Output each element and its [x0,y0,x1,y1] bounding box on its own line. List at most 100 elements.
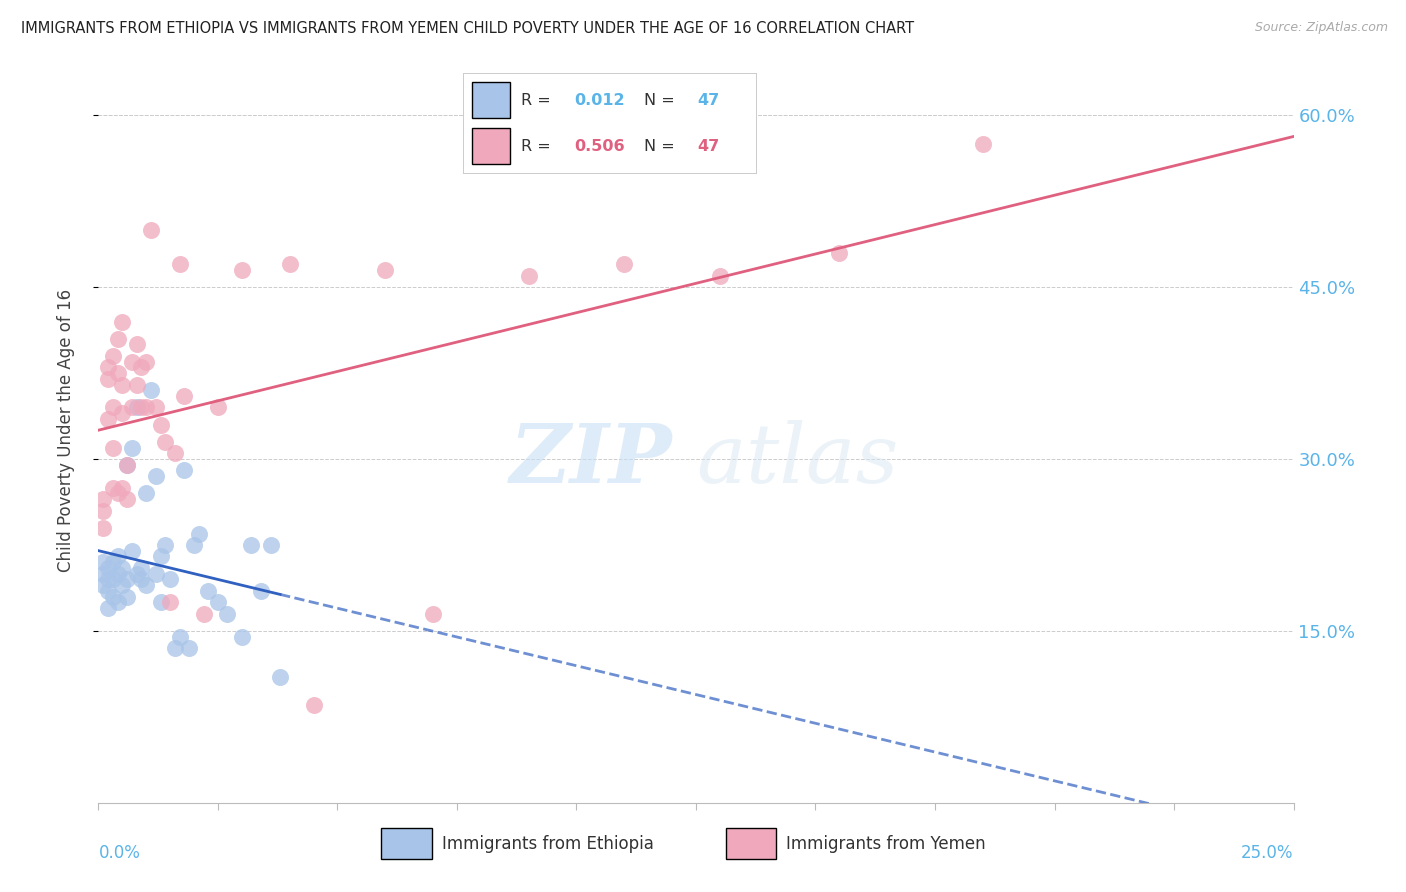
Text: ZIP: ZIP [509,420,672,500]
Point [97,583,120,598]
Point [709,268,731,283]
Point [302,698,325,713]
Point [111,406,134,420]
Point [131,573,153,587]
Point [259,538,281,552]
Point [111,377,134,392]
Point [101,401,124,415]
Point [121,401,143,415]
Point [179,641,201,656]
Point [149,417,172,432]
Point [97,573,120,587]
Point [139,223,162,237]
Point [111,578,134,592]
Point [193,607,215,621]
Point [115,458,138,472]
Point [101,481,124,495]
Point [269,670,291,684]
Point [111,561,134,575]
Point [101,349,124,363]
Point [517,268,540,283]
Point [135,486,157,500]
Point [107,366,129,380]
Point [159,573,181,587]
Point [145,401,167,415]
Point [240,538,263,552]
Point [121,354,143,368]
Point [101,590,124,604]
Point [115,573,138,587]
Point [217,607,239,621]
Point [231,630,253,644]
Point [121,543,143,558]
Point [115,590,138,604]
Point [91,492,114,507]
Point [135,578,157,592]
Text: Source: ZipAtlas.com: Source: ZipAtlas.com [1254,21,1388,34]
Point [107,486,129,500]
Point [107,566,129,581]
Point [121,441,143,455]
Point [101,573,124,587]
Point [159,595,181,609]
Point [97,412,120,426]
Point [163,446,186,460]
Point [972,136,994,151]
Point [107,549,129,564]
Y-axis label: Child Poverty Under the Age of 16: Child Poverty Under the Age of 16 [56,289,75,572]
Point [91,566,114,581]
Point [139,384,162,398]
Point [91,578,114,592]
Point [173,389,195,403]
Point [250,583,273,598]
Point [115,492,138,507]
Point [135,401,157,415]
Point [169,630,191,644]
Point [111,481,134,495]
Point [97,601,120,615]
Point [231,263,253,277]
Point [207,595,229,609]
Point [131,561,153,575]
Point [135,354,157,368]
Point [111,314,134,328]
Point [107,332,129,346]
Point [97,372,120,386]
Point [91,503,114,517]
Point [422,607,444,621]
Point [169,257,191,271]
Text: IMMIGRANTS FROM ETHIOPIA VS IMMIGRANTS FROM YEMEN CHILD POVERTY UNDER THE AGE OF: IMMIGRANTS FROM ETHIOPIA VS IMMIGRANTS F… [21,21,914,36]
Point [107,595,129,609]
Point [828,245,851,260]
Point [91,555,114,569]
Point [187,526,209,541]
Point [125,566,148,581]
Point [149,595,172,609]
Point [374,263,396,277]
Point [101,555,124,569]
Point [145,469,167,483]
Point [207,401,229,415]
Point [173,463,195,477]
Point [155,538,177,552]
Point [183,538,205,552]
Point [131,360,153,375]
Point [145,566,167,581]
Point [197,583,219,598]
Point [125,401,148,415]
Point [115,458,138,472]
Point [155,434,177,449]
Point [163,641,186,656]
Point [131,401,153,415]
Text: atlas: atlas [696,420,898,500]
Point [149,549,172,564]
Text: 0.0%: 0.0% [98,844,141,862]
Point [97,561,120,575]
Point [125,377,148,392]
Point [613,257,636,271]
Point [125,337,148,351]
Point [91,521,114,535]
Point [278,257,301,271]
Point [101,441,124,455]
Point [97,360,120,375]
